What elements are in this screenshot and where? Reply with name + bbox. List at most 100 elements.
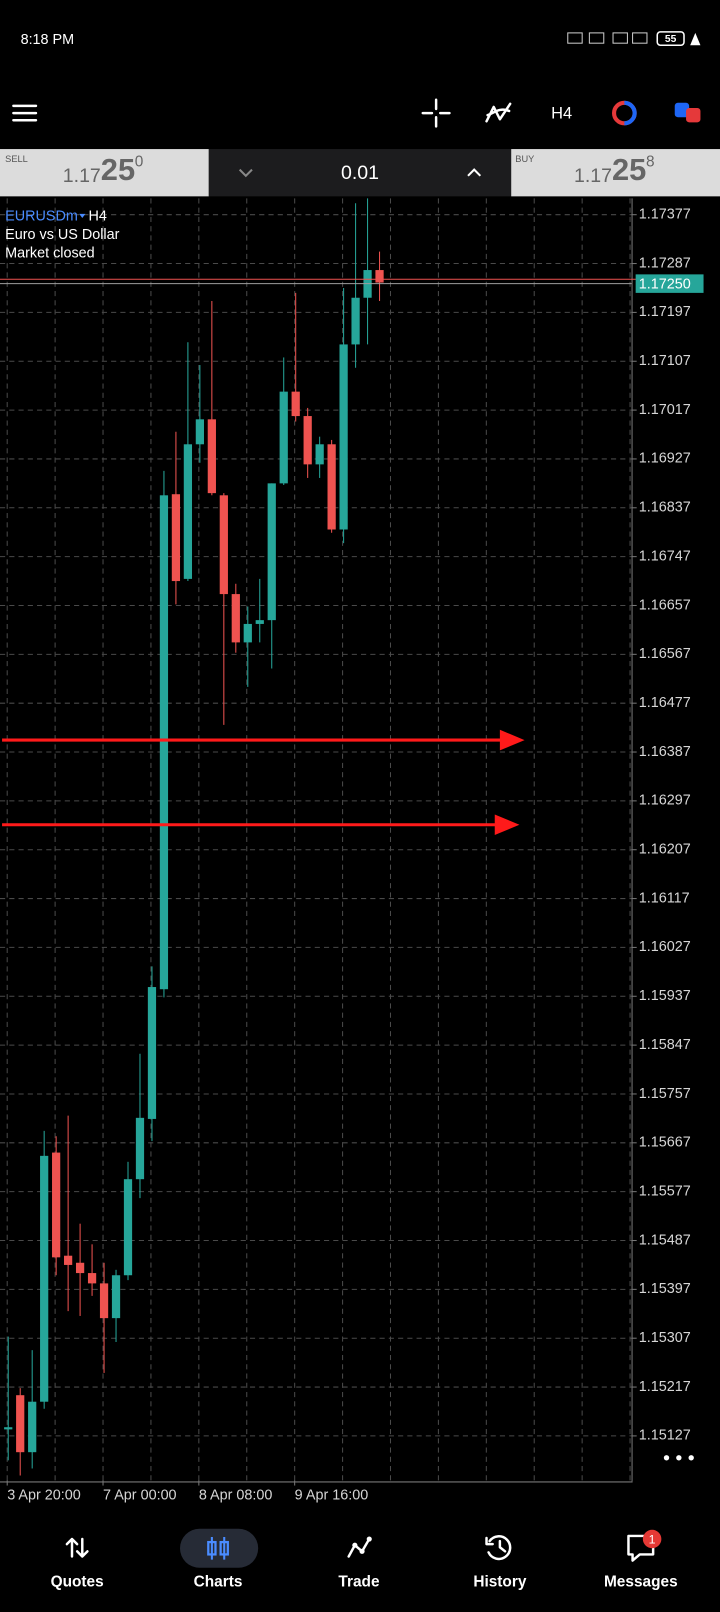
y-tick-label: 1.15217: [639, 1379, 691, 1395]
color-scheme-button[interactable]: [611, 100, 637, 126]
candle-body: [267, 483, 276, 621]
buy-price-pips: 25: [612, 152, 646, 187]
candle-body: [279, 391, 288, 484]
volume-value[interactable]: 0.01: [341, 162, 379, 184]
y-tick-label: 1.16207: [639, 842, 691, 858]
arrow-head: [494, 814, 520, 836]
sell-button[interactable]: [0, 149, 209, 197]
y-tick-label: 1.15577: [639, 1183, 691, 1199]
y-tick-label: 1.17107: [639, 353, 691, 369]
y-tick-label: 1.16657: [639, 597, 691, 613]
candle-body: [123, 1179, 133, 1276]
candle-body: [16, 1395, 25, 1453]
charts-icon[interactable]: [207, 1536, 229, 1560]
chart-timeframe: H4: [88, 209, 106, 225]
candle-body: [243, 623, 252, 643]
candle-body: [40, 1155, 49, 1402]
volume-up[interactable]: [467, 168, 482, 177]
y-tick-label: 1.15667: [639, 1135, 691, 1151]
sell-price-prefix: 1.17: [63, 165, 101, 187]
nav-label[interactable]: Quotes: [51, 1573, 104, 1590]
nav-label[interactable]: Charts: [194, 1573, 243, 1590]
y-tick-label: 1.15127: [639, 1428, 691, 1444]
status-time: 8:18 PM: [21, 32, 75, 48]
candle-body: [207, 419, 216, 494]
bid-price-box: [635, 274, 704, 293]
battery-level: 55: [665, 34, 677, 45]
y-tick-label: 1.16747: [639, 548, 691, 564]
candle-body: [135, 1117, 145, 1180]
y-tick-label: 1.15847: [639, 1037, 691, 1053]
y-tick-label: 1.16297: [639, 793, 691, 809]
symbol-description: Euro vs US Dollar: [5, 227, 119, 243]
history-icon[interactable]: [485, 1535, 512, 1561]
candle-body: [64, 1255, 73, 1265]
y-tick-label: 1.16837: [639, 500, 691, 516]
candle-body: [327, 444, 336, 530]
candle-body: [315, 444, 324, 465]
y-tick-label: 1.16117: [639, 890, 690, 906]
y-tick-label: 1.16027: [639, 939, 691, 955]
candle-body: [4, 1427, 13, 1430]
candle-body: [219, 495, 228, 595]
y-tick-label: 1.17017: [639, 402, 691, 418]
y-tick-label: 1.16387: [639, 744, 691, 760]
message-badge: [642, 1529, 662, 1549]
candle-body: [303, 416, 312, 465]
active-pill: [180, 1528, 259, 1568]
more-button[interactable]: [663, 1455, 694, 1461]
nav-label[interactable]: History: [473, 1573, 527, 1590]
x-tick-label: 8 Apr 08:00: [199, 1488, 273, 1504]
y-tick-label: 1.15757: [639, 1086, 691, 1102]
candle-body: [231, 594, 240, 643]
nav-label[interactable]: Trade: [338, 1573, 380, 1590]
bid-price-label: 1.17250: [639, 276, 691, 292]
trade-button[interactable]: [674, 102, 701, 123]
candle-body: [99, 1283, 109, 1319]
status-icons: [567, 31, 701, 47]
crosshair-button[interactable]: [421, 98, 451, 128]
candle-body: [183, 444, 193, 579]
buy-price-prefix: 1.17: [574, 165, 612, 187]
candle-body: [339, 344, 348, 530]
y-tick-label: 1.16567: [639, 646, 691, 662]
symbol-dropdown[interactable]: [79, 213, 86, 218]
x-tick-label: 7 Apr 00:00: [103, 1488, 177, 1504]
candle-body: [75, 1262, 85, 1274]
trade-icon[interactable]: [347, 1536, 372, 1558]
volume-down[interactable]: [238, 168, 253, 178]
candle-body: [171, 494, 181, 582]
sell-label: SELL: [5, 154, 28, 164]
chart: [0, 198, 632, 1481]
candle-body: [255, 620, 264, 624]
quotes-icon[interactable]: [65, 1537, 89, 1558]
y-tick-label: 1.17287: [639, 255, 691, 271]
candle-body: [159, 495, 169, 990]
indicators-button[interactable]: [485, 102, 512, 123]
candle-body: [111, 1275, 121, 1319]
x-tick-label: 9 Apr 16:00: [295, 1488, 369, 1504]
candle-body: [28, 1401, 37, 1453]
y-tick-label: 1.15397: [639, 1281, 691, 1297]
sell-price-pips: 25: [101, 152, 135, 187]
y-tick-label: 1.16477: [639, 695, 691, 711]
timeframe-button[interactable]: H4: [551, 104, 572, 122]
y-tick-label: 1.16927: [639, 451, 691, 467]
bottom-nav: 1: [65, 1528, 662, 1568]
arrow-head: [499, 729, 525, 751]
candle-body: [291, 391, 300, 417]
menu-button[interactable]: [12, 104, 38, 122]
volume-box: [208, 149, 512, 197]
message-badge-count: 1: [649, 1532, 656, 1546]
candle-body: [375, 270, 384, 283]
nav-label[interactable]: Messages: [604, 1573, 678, 1590]
candle-body: [52, 1152, 61, 1258]
candle-body: [195, 419, 204, 445]
y-tick-label: 1.15487: [639, 1232, 691, 1248]
sell-price-point: 0: [135, 154, 144, 171]
symbol[interactable]: EURUSDm: [5, 209, 78, 225]
x-tick-label: 3 Apr 20:00: [7, 1488, 81, 1504]
buy-button[interactable]: [511, 149, 720, 197]
